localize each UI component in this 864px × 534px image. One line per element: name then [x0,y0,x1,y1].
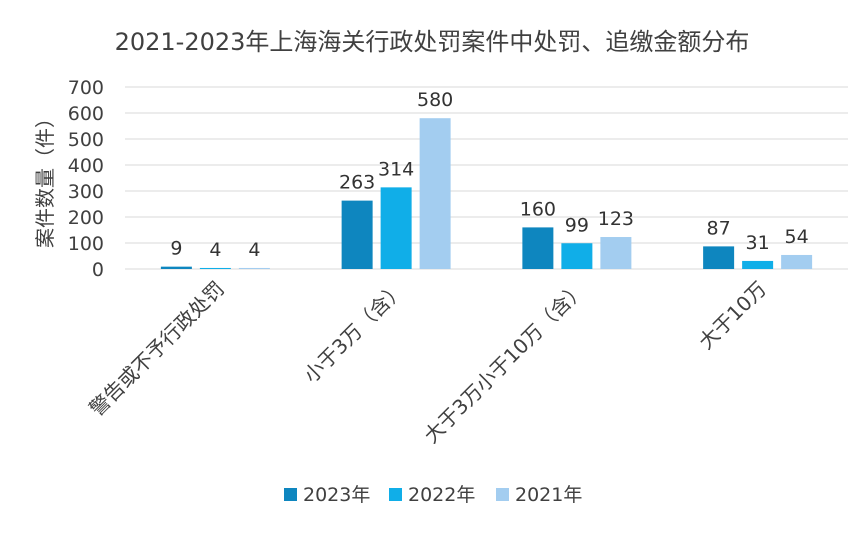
data-label: 580 [417,89,453,111]
bar [341,200,373,269]
y-tick-label: 200 [68,207,104,229]
x-category-label: 大于10万 [694,277,771,354]
gridlines [125,86,848,270]
y-tick-label: 600 [68,103,104,125]
bar [199,267,231,269]
legend-swatch [284,488,297,501]
bar [781,254,813,269]
x-axis-categories: 警告或不予行政处罚 小于3万（含） 大于3万小于10万（含） 大于10万 [85,277,771,448]
bar [561,243,593,269]
bars [160,118,813,269]
bar [380,187,412,269]
bar [742,260,774,269]
y-axis-ticks: 0 100 200 300 400 500 600 700 [68,77,104,281]
y-tick-label: 700 [68,77,104,99]
data-label: 31 [746,232,770,254]
data-label: 9 [170,238,182,260]
y-axis-label: 案件数量（件） [33,108,57,248]
y-tick-label: 500 [68,129,104,151]
data-label: 54 [785,226,809,248]
data-label: 160 [520,198,556,220]
bar [160,266,192,269]
data-label: 4 [209,239,221,261]
legend-label: 2022年 [408,484,475,506]
bar [238,267,270,269]
x-category-label: 小于3万（含） [299,277,410,388]
data-label: 263 [339,172,375,194]
legend-swatch [496,488,509,501]
x-category-label: 大于3万小于10万（含） [419,277,590,448]
bar [522,227,554,269]
legend-label: 2023年 [303,484,370,506]
data-label: 87 [707,217,731,239]
legend-label: 2021年 [515,484,582,506]
y-tick-label: 300 [68,181,104,203]
x-category-label: 警告或不予行政处罚 [85,277,229,421]
data-label: 123 [598,208,634,230]
y-tick-label: 0 [92,259,104,281]
y-tick-label: 100 [68,233,104,255]
data-label: 4 [248,239,260,261]
legend: 2023年 2022年 2021年 [284,484,582,506]
y-tick-label: 400 [68,155,104,177]
chart-title: 2021-2023年上海海关行政处罚案件中处罚、追缴金额分布 [115,28,750,56]
bar [419,118,451,269]
data-label: 314 [378,158,414,180]
bar [703,246,735,269]
bar [600,237,632,269]
data-label: 99 [565,214,589,236]
legend-swatch [389,488,402,501]
